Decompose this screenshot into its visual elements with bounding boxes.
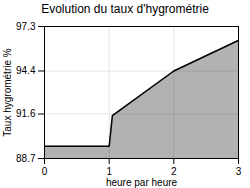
svg-text:97.3: 97.3 <box>16 21 36 32</box>
svg-text:Taux hygrométrie %: Taux hygrométrie % <box>2 48 13 136</box>
svg-text:0: 0 <box>42 166 48 177</box>
svg-text:3: 3 <box>236 166 242 177</box>
html-text:Evolution du taux d'hygrométri: Evolution du taux d'hygrométrie <box>41 2 209 16</box>
svg-text:heure par heure: heure par heure <box>106 177 178 188</box>
svg-text:2: 2 <box>171 166 177 177</box>
svg-text:94.4: 94.4 <box>16 65 36 76</box>
svg-text:1: 1 <box>106 166 112 177</box>
svg-text:91.6: 91.6 <box>16 108 36 119</box>
svg-text:88.7: 88.7 <box>16 153 36 164</box>
